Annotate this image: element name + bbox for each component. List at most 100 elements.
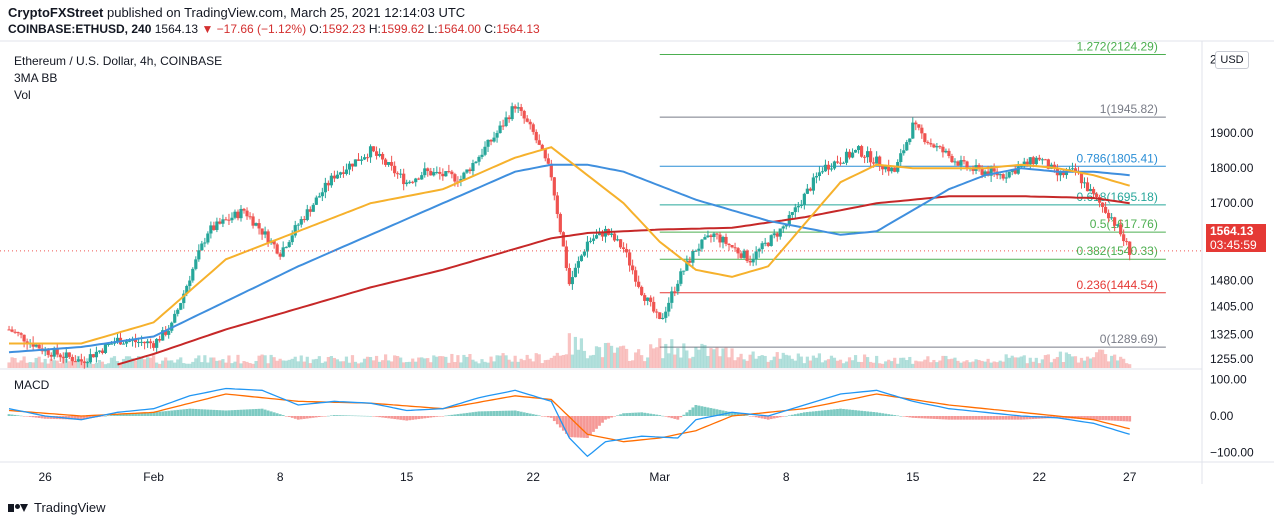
candle-body — [462, 172, 466, 179]
macd-axis[interactable]: 100.00 0.00 −100.00 — [1210, 372, 1254, 459]
volume-bar — [869, 361, 873, 368]
volume-bar — [468, 354, 472, 368]
macd-histogram-bar — [444, 415, 448, 417]
macd-histogram-bar — [360, 415, 363, 417]
candle-body — [206, 233, 210, 243]
macd-histogram-bar — [866, 411, 870, 416]
price-axis[interactable]: 1900.001800.001700.001600.001480.001405.… — [1210, 53, 1254, 367]
macd-histogram-bar — [513, 410, 517, 416]
macd-legend[interactable]: MACD — [14, 378, 50, 392]
time-tick-label: 22 — [1033, 470, 1047, 484]
candle-body — [835, 161, 840, 163]
candle-body — [152, 343, 156, 348]
macd-histogram-bar — [872, 412, 876, 416]
candle-body — [1022, 161, 1026, 166]
candle-body — [359, 159, 364, 161]
candle-body — [612, 233, 617, 241]
macd-histogram-bar — [236, 409, 240, 416]
macd-histogram-bar — [212, 409, 216, 416]
volume-bar — [941, 355, 945, 368]
price-tick-label: 1700.00 — [1210, 196, 1254, 210]
candle-body — [594, 235, 599, 239]
macd-histogram-bar — [450, 414, 454, 416]
candle-body — [417, 178, 421, 180]
candle-body — [1016, 166, 1020, 174]
candle-body — [588, 240, 593, 242]
candle-body — [251, 216, 255, 226]
legend-indicator-vol[interactable]: Vol — [14, 88, 31, 102]
volume-bar — [393, 355, 397, 368]
volume-bar — [269, 354, 273, 368]
candle-body — [932, 144, 936, 148]
volume-bar — [1031, 361, 1035, 368]
macd-histogram-bar — [667, 416, 671, 418]
volume-bar — [158, 363, 162, 368]
candle-body — [769, 235, 773, 246]
macd-histogram-bar — [366, 415, 369, 417]
candle-body — [420, 175, 424, 180]
volume-bar — [97, 360, 102, 368]
volume-bar — [588, 355, 593, 368]
volume-bar — [58, 363, 62, 368]
volume-bar — [679, 357, 683, 368]
time-axis[interactable]: 26 Feb 8 15 22 Mar 8 15 22 27 — [39, 470, 1137, 484]
publisher-name[interactable]: CryptoFXStreet — [8, 5, 104, 20]
macd-histogram-bar — [540, 416, 544, 417]
macd-histogram-bar — [384, 416, 388, 418]
volume-bar — [1119, 356, 1123, 368]
volume-bar — [703, 344, 707, 368]
candle-body — [61, 357, 65, 359]
volume-bar — [980, 360, 984, 368]
volume-bar — [341, 361, 346, 368]
macd-histogram-bar — [775, 416, 779, 418]
candle-body — [7, 329, 11, 331]
volume-bar — [1122, 358, 1126, 368]
macd-histogram-bar — [1031, 416, 1035, 420]
candle-body — [540, 144, 544, 150]
volume-bar — [450, 353, 454, 368]
candle-body — [1034, 157, 1038, 165]
volume-bar — [965, 360, 969, 368]
time-tick-label: 15 — [906, 470, 920, 484]
candle-body — [784, 224, 788, 227]
volume-bar — [576, 349, 581, 368]
volume-bar — [423, 358, 427, 368]
macd-histogram-bar — [1110, 416, 1114, 421]
volume-bar — [350, 355, 355, 368]
macd-histogram-bar — [164, 411, 168, 416]
volume-bar — [167, 360, 171, 368]
candle-body — [191, 268, 195, 281]
currency-button[interactable]: USD — [1215, 51, 1249, 69]
candle-body — [862, 156, 867, 158]
macd-histogram-bar — [998, 416, 1002, 420]
macd-histogram-bar — [947, 416, 951, 420]
legend-indicator-3ma-bb[interactable]: 3MA BB — [14, 71, 58, 85]
macd-histogram-bar — [682, 414, 686, 416]
volume-bar — [986, 358, 990, 368]
macd-histogram-bar — [1016, 416, 1020, 420]
macd-histogram-bar — [552, 416, 556, 422]
macd-histogram-bar — [555, 416, 559, 425]
candle-body — [1113, 217, 1117, 226]
candle-body — [79, 359, 83, 362]
candle-body — [781, 226, 785, 229]
macd-histogram-bar — [808, 411, 812, 416]
volume-bar — [1079, 357, 1084, 368]
volume-bar — [799, 356, 803, 368]
candle-body — [164, 330, 168, 335]
volume-bar — [335, 359, 340, 368]
volume-bar — [245, 361, 249, 368]
legend-title[interactable]: Ethereum / U.S. Dollar, 4h, COINBASE — [14, 54, 223, 68]
ma-slow-line — [117, 195, 1130, 366]
macd-histogram-bar — [941, 416, 945, 420]
candle-body — [492, 137, 496, 142]
footer-brand[interactable]: TradingView — [34, 500, 106, 515]
macd-histogram-bar — [76, 416, 80, 420]
candle-body — [908, 138, 912, 143]
candle-body — [1110, 217, 1114, 219]
tradingview-logo-icon[interactable] — [8, 501, 28, 515]
macd-histogram-bar — [471, 412, 475, 416]
volume-bar — [902, 357, 906, 368]
volume-bar — [862, 354, 867, 368]
